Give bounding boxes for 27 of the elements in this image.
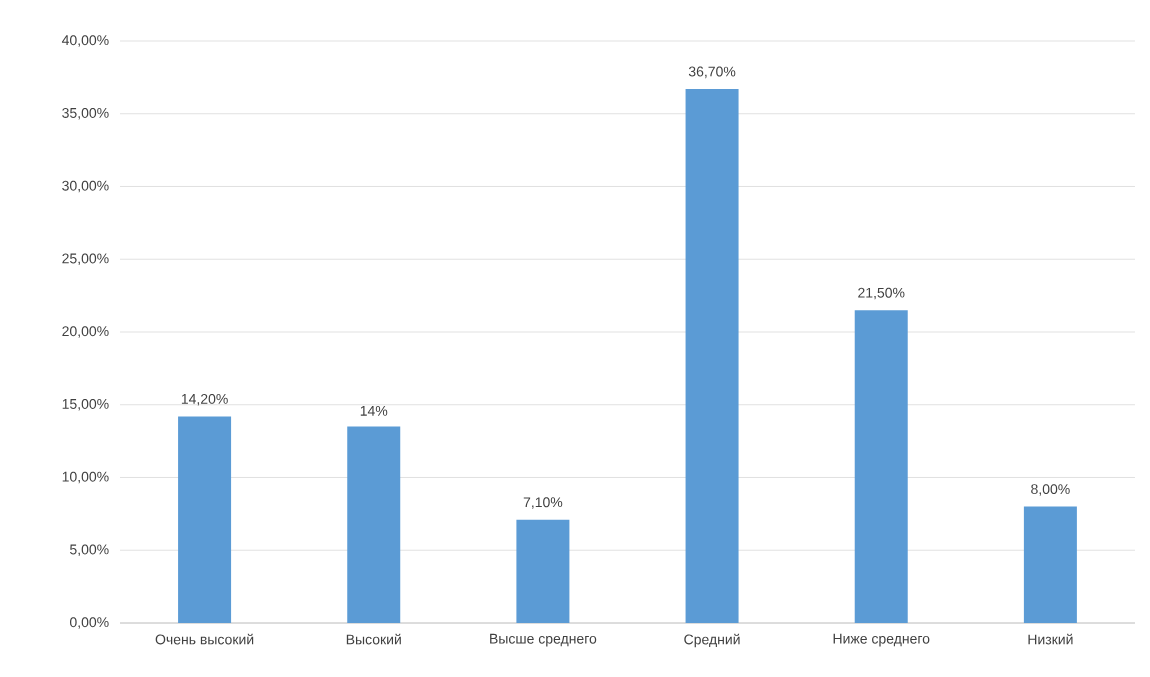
bar bbox=[685, 89, 739, 623]
x-tick-label: Низкий bbox=[1028, 633, 1073, 645]
y-tick-label: 25,00% bbox=[62, 253, 109, 266]
bar bbox=[178, 416, 232, 623]
x-tick-label: Средний bbox=[684, 633, 740, 648]
data-label: 14,20% bbox=[181, 393, 228, 406]
y-tick-label: 15,00% bbox=[62, 398, 109, 411]
x-tick-label: Очень высокий bbox=[155, 633, 254, 645]
x-tick-label: Высше среднего bbox=[490, 633, 597, 647]
x-tick-label: Высокий bbox=[346, 633, 401, 645]
data-label: 36,70% bbox=[688, 66, 736, 79]
y-tick-label: 5,00% bbox=[70, 544, 109, 557]
y-tick-label: 20,00% bbox=[62, 326, 109, 338]
y-tick-label: 30,00% bbox=[62, 180, 109, 193]
y-tick-label: 35,00% bbox=[62, 107, 109, 120]
data-label: 7,10% bbox=[523, 497, 563, 509]
y-tick-label: 0,00% bbox=[69, 617, 109, 629]
bar bbox=[516, 519, 570, 623]
data-label: 8,00% bbox=[1031, 484, 1070, 496]
bar bbox=[854, 310, 908, 623]
bar bbox=[347, 426, 401, 623]
y-tick-label: 40,00% bbox=[61, 35, 109, 47]
y-tick-label: 10,00% bbox=[62, 471, 109, 484]
bar bbox=[1023, 506, 1077, 623]
x-tick-label: Ниже среднего bbox=[833, 633, 930, 647]
data-label: 21,50% bbox=[858, 287, 905, 300]
data-label: 14% bbox=[360, 405, 388, 416]
